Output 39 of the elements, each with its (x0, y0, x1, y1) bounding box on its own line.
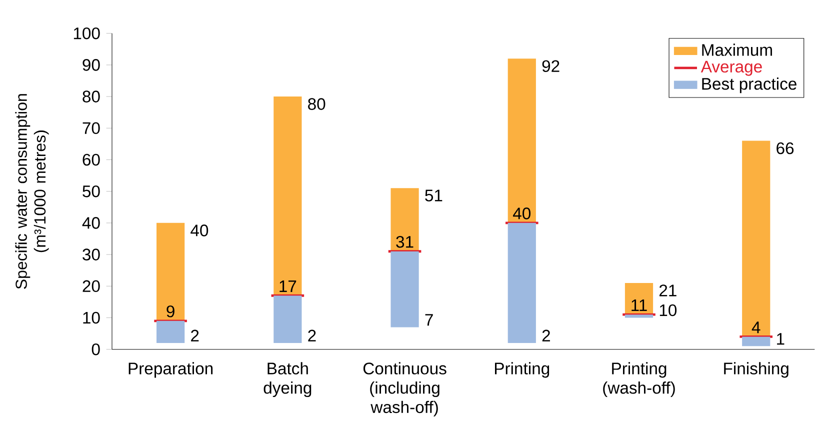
x-tick-label: Preparation (128, 362, 213, 378)
annotation: 2 (308, 330, 316, 342)
annotation: 7 (425, 314, 433, 326)
annotation: 1 (777, 333, 784, 345)
data-label: 40 (190, 224, 208, 236)
x-tick-label: Printing (494, 362, 550, 378)
data-label: 11 (632, 300, 647, 312)
y-axis-title: Specific water consumption (m³/1000 metres) (15, 94, 49, 290)
data-label: 9 (166, 306, 174, 318)
annotation: 2 (542, 330, 550, 342)
data-label: 51 (425, 190, 442, 202)
data-label: 92 (542, 60, 560, 72)
y-tick-label: 100 (74, 28, 100, 40)
data-label: 21 (659, 284, 676, 296)
data-label: 31 (396, 236, 414, 248)
x-tick-label: Printing (wash-off) (603, 362, 675, 398)
y-tick-label: 20 (82, 280, 100, 292)
data-label: 4 (752, 322, 760, 334)
data-label: 40 (513, 208, 531, 220)
x-tick-label: Finishing (724, 362, 788, 378)
y-tick-label: 0 (92, 344, 100, 356)
y-tick-label: 60 (82, 154, 100, 166)
y-tick-label: 90 (82, 59, 100, 71)
annotation: 2 (191, 330, 199, 342)
x-tick-label: Continuous (including wash-off) (363, 362, 446, 417)
x-tick-label: Batch dyeing (264, 362, 312, 398)
data-label: 66 (776, 142, 794, 154)
legend-label: Average (700, 61, 762, 76)
legend-label: Best practice (702, 78, 796, 94)
y-tick-label: 30 (82, 248, 100, 261)
y-tick-label: 70 (82, 122, 100, 134)
y-tick-label: 10 (83, 312, 100, 324)
data-label: 80 (308, 98, 326, 110)
y-tick-label: 80 (82, 90, 100, 103)
annotation: 10 (660, 304, 677, 316)
y-tick-label: 50 (82, 186, 100, 198)
legend-label: Maximum (702, 44, 772, 56)
y-tick-label: 40 (82, 217, 100, 229)
data-label: 17 (280, 280, 296, 292)
